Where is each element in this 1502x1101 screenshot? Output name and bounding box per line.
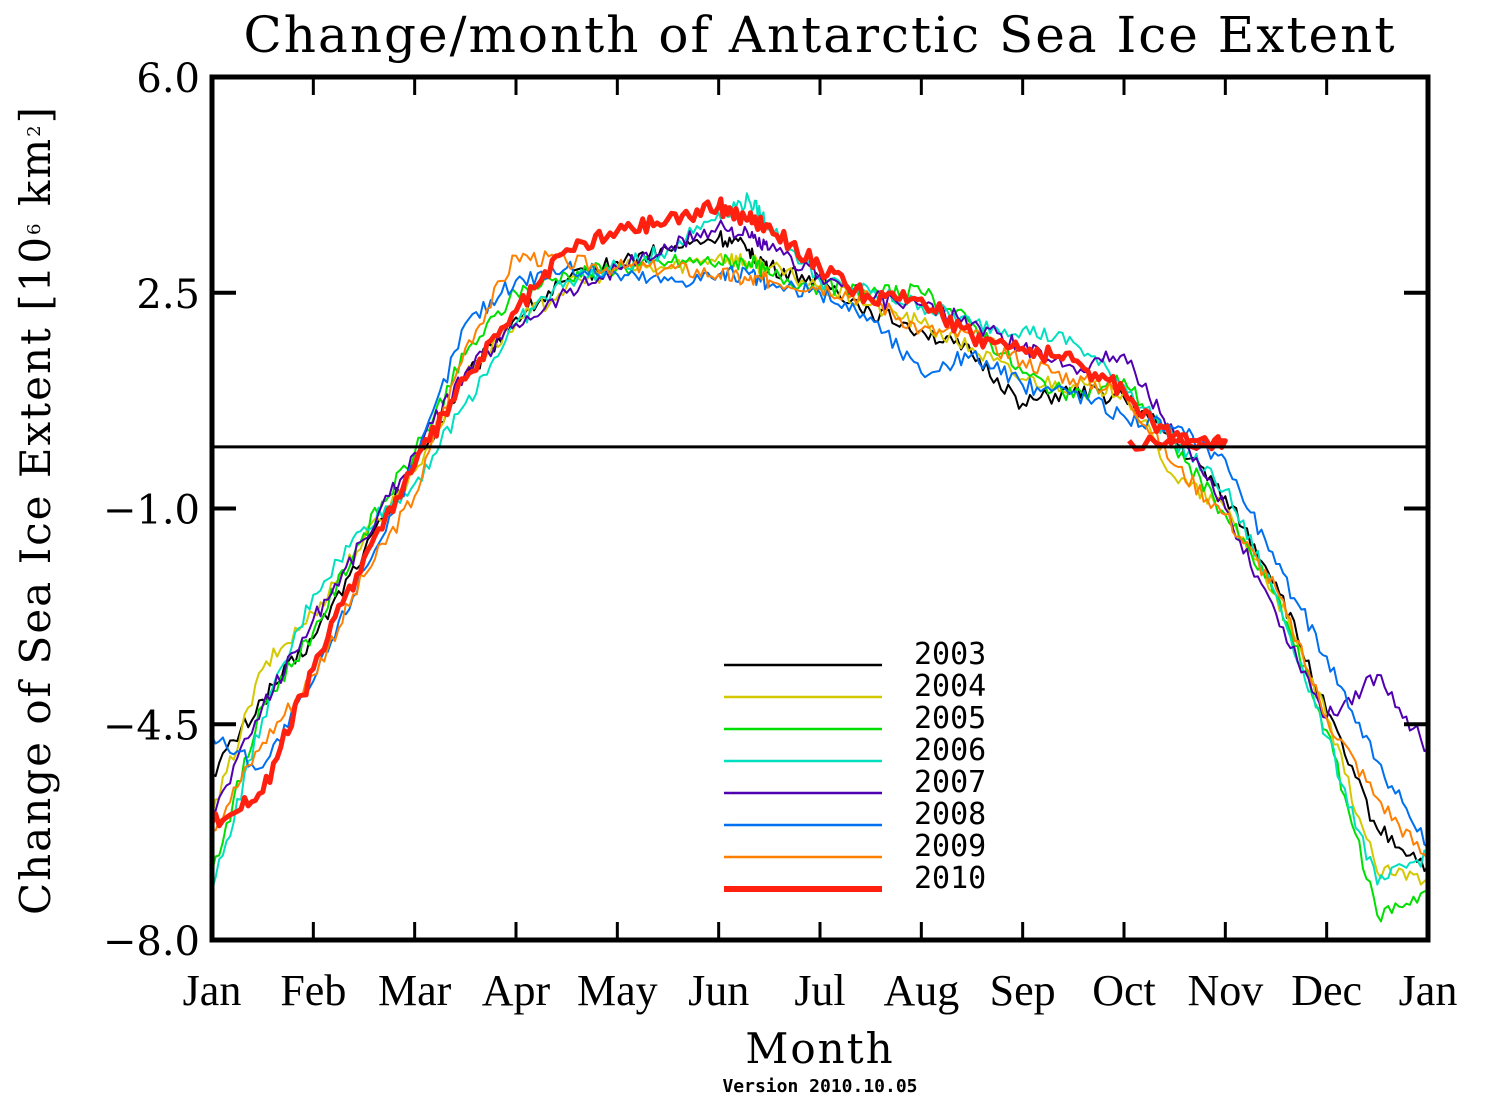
legend-label: 2004: [914, 669, 986, 704]
x-tick-label: May: [577, 966, 658, 1015]
y-axis-label-close: ]: [11, 105, 60, 123]
x-tick-label: Jul: [794, 966, 845, 1015]
y-tick-labels: 6.0 2.5 −1.0 −4.5 −8.0: [103, 56, 200, 965]
series-line-2010: [209, 196, 1228, 829]
y-axis-label-main: Change of Sea Ice Extent [10: [11, 235, 60, 915]
x-tick-label: Jan: [183, 966, 242, 1015]
y-axis-label-exp: 6: [24, 221, 45, 234]
x-axis-label: Month: [745, 1024, 894, 1073]
legend-label: 2009: [914, 829, 986, 864]
legend-label: 2006: [914, 733, 986, 768]
x-tick-label: Nov: [1187, 966, 1263, 1015]
series-line-2005: [211, 253, 1429, 923]
y-axis-label-unit-exp: 2: [24, 123, 45, 136]
x-tick-label: Sep: [990, 966, 1056, 1015]
series-line-2004: [211, 252, 1429, 886]
series-lines: [209, 192, 1429, 923]
y-tick-label: 2.5: [136, 272, 200, 318]
legend-item-2009: 2009: [724, 829, 986, 864]
legend-item-2008: 2008: [724, 797, 986, 832]
legend-item-2006: 2006: [724, 733, 986, 768]
y-tick-label: −1.0: [103, 488, 200, 534]
legend-label: 2003: [914, 637, 986, 672]
y-tick-label: −4.5: [103, 703, 200, 749]
legend-item-2005: 2005: [724, 701, 986, 736]
axis-ticks: [212, 77, 1428, 940]
x-tick-label: Dec: [1291, 966, 1362, 1015]
y-tick-label: −8.0: [103, 919, 200, 965]
y-tick-label: 6.0: [136, 56, 200, 102]
x-tick-label: Feb: [280, 966, 346, 1015]
legend-label: 2005: [914, 701, 986, 736]
series-line-2007: [211, 219, 1429, 818]
legend-label: 2010: [914, 861, 986, 896]
y-axis-label: Change of Sea Ice Extent [106 km2]: [11, 105, 60, 915]
legend-label: 2008: [914, 797, 986, 832]
x-tick-label: Aug: [883, 966, 959, 1015]
version-footnote: Version 2010.10.05: [722, 1076, 917, 1097]
x-tick-label: Jan: [1399, 966, 1458, 1015]
x-tick-label: Jun: [688, 966, 749, 1015]
x-tick-label: Oct: [1092, 966, 1156, 1015]
series-line-2008: [211, 260, 1429, 849]
legend-label: 2007: [914, 765, 986, 800]
legend-item-2010: 2010: [724, 861, 986, 896]
legend-item-2004: 2004: [724, 669, 986, 704]
y-axis-label-unit: km: [11, 137, 60, 222]
x-tick-label: Apr: [482, 966, 551, 1015]
series-line-2009: [211, 250, 1429, 861]
x-tick-labels: Jan Feb Mar Apr May Jun Jul Aug Sep Oct Nov Dec Jan: [183, 966, 1458, 1015]
chart-title: Change/month of Antarctic Sea Ice Extent: [244, 6, 1397, 64]
x-tick-label: Mar: [378, 966, 452, 1015]
legend-item-2003: 2003: [724, 637, 986, 672]
svg-text:Change of Sea Ice Extent [106: Change of Sea Ice Extent [106 km2]: [11, 105, 60, 915]
legend-item-2007: 2007: [724, 765, 986, 800]
